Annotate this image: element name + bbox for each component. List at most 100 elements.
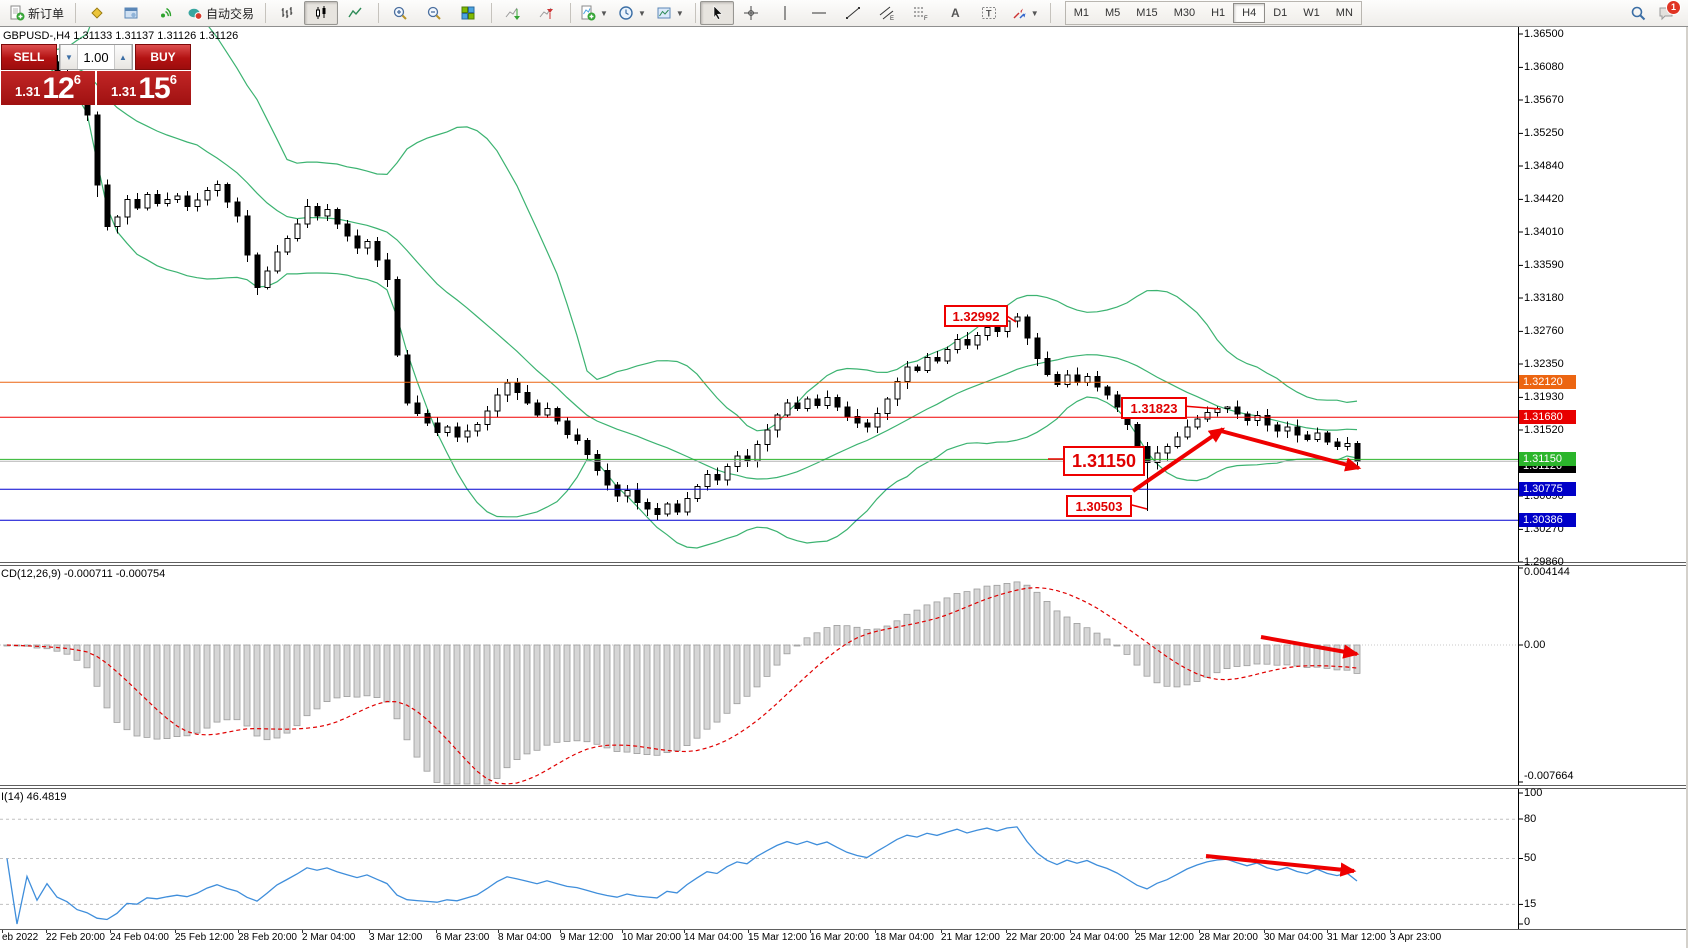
sell-button[interactable]: SELL xyxy=(1,44,57,70)
templates-button[interactable]: ▼ xyxy=(651,1,689,25)
line-chart-mode-button[interactable] xyxy=(338,1,372,25)
price-tick-label: 1.31520 xyxy=(1524,423,1564,436)
drawing-objects[interactable] xyxy=(1003,313,1362,877)
trend-arrow[interactable] xyxy=(1220,429,1362,472)
vertical-line-tool-button[interactable] xyxy=(768,1,802,25)
text-tool-button[interactable]: A xyxy=(938,1,972,25)
svg-text:E: E xyxy=(890,16,894,21)
new-order-label: 新订单 xyxy=(28,6,65,21)
channel-tool-button[interactable]: E xyxy=(870,1,904,25)
sell-price[interactable]: 1.31 12 6 xyxy=(1,71,95,105)
styler-button[interactable] xyxy=(80,1,114,25)
horizontal-level-lines[interactable] xyxy=(0,381,1518,521)
candlestick-icon xyxy=(316,6,326,19)
arrows-tool-button[interactable]: ▼ xyxy=(1006,1,1044,25)
buy-price-prefix: 1.31 xyxy=(111,84,137,99)
rsi-scale-label: 80 xyxy=(1524,813,1537,825)
trend-arrow[interactable] xyxy=(1131,427,1225,493)
time-axis-label: 22 Mar 20:00 xyxy=(1006,932,1065,943)
zoom-out-button[interactable] xyxy=(417,1,451,25)
periods-button[interactable]: ▼ xyxy=(613,1,651,25)
tile-windows-button[interactable] xyxy=(451,1,485,25)
price-level-flag[interactable]: 1.30386 xyxy=(1519,513,1576,528)
rsi-window-separator[interactable] xyxy=(0,785,1688,789)
price-tick-label: 1.33590 xyxy=(1524,259,1564,272)
indicators-icon xyxy=(581,5,596,21)
dropdown-caret-icon: ▼ xyxy=(675,8,684,18)
timeframe-w1[interactable]: W1 xyxy=(1303,7,1320,19)
buy-price[interactable]: 1.31 15 6 xyxy=(97,71,191,105)
text-label-tool-button[interactable]: T xyxy=(972,1,1006,25)
price-level-flag[interactable]: 1.30775 xyxy=(1519,482,1576,497)
profiles-button[interactable] xyxy=(114,1,148,25)
timeframe-h4[interactable]: H4 xyxy=(1233,3,1266,23)
rsi-scale-label: 0 xyxy=(1524,916,1531,928)
trendline-tool-button[interactable] xyxy=(836,1,870,25)
price-tick-label: 1.36500 xyxy=(1524,28,1564,40)
one-click-trade-panel: SELL ▼ 1.00 ▲ BUY 1.31 12 6 1.31 15 6 xyxy=(1,44,191,105)
price-annotation[interactable]: 1.30503 xyxy=(1066,495,1132,517)
macd-scale-label: 0.00 xyxy=(1524,639,1546,651)
auto-trading-button[interactable]: 自动交易 xyxy=(182,1,259,25)
indicators-button[interactable]: ▼ xyxy=(575,1,613,25)
fibonacci-tool-button[interactable]: F xyxy=(904,1,938,25)
volume-decrease-button[interactable]: ▼ xyxy=(60,45,78,69)
text-label-icon: T xyxy=(981,7,996,19)
timeframe-m30[interactable]: M30 xyxy=(1173,7,1196,19)
timeframe-m1[interactable]: M1 xyxy=(1073,7,1089,19)
price-annotation[interactable]: 1.31150 xyxy=(1063,446,1145,476)
toolbar-separator xyxy=(570,3,572,23)
price-annotation[interactable]: 1.32992 xyxy=(944,305,1008,327)
timeframe-d1[interactable]: D1 xyxy=(1273,7,1288,19)
bar-chart-mode-button[interactable] xyxy=(270,1,304,25)
time-axis-label: 22 Feb 20:00 xyxy=(46,932,105,943)
volume-increase-button[interactable]: ▲ xyxy=(114,45,132,69)
price-level-flag[interactable]: 1.31680 xyxy=(1519,410,1576,425)
signal-button[interactable] xyxy=(148,1,182,25)
time-axis-label: 9 Mar 12:00 xyxy=(560,932,614,943)
trend-arrow[interactable] xyxy=(1205,854,1357,877)
crosshair-tool-button[interactable] xyxy=(734,1,768,25)
buy-price-pips: 15 xyxy=(138,72,170,105)
price-tick-label: 1.32760 xyxy=(1524,325,1564,338)
equidistant-channel-icon: E xyxy=(879,6,894,21)
price-annotation[interactable]: 1.31823 xyxy=(1121,397,1187,419)
trend-arrow[interactable] xyxy=(1260,635,1360,659)
timeframe-h1[interactable]: H1 xyxy=(1211,7,1226,19)
cursor-icon xyxy=(713,5,723,20)
volume-value[interactable]: 1.00 xyxy=(83,49,109,65)
auto-trading-label: 自动交易 xyxy=(206,6,255,21)
time-axis-label: 10 Mar 20:00 xyxy=(622,932,681,943)
rsi-scale-label: 100 xyxy=(1524,787,1543,799)
macd-window-separator[interactable] xyxy=(0,562,1688,566)
zoom-in-button[interactable] xyxy=(383,1,417,25)
price-level-flag[interactable]: 1.32120 xyxy=(1519,375,1576,390)
search-icon[interactable] xyxy=(1630,5,1646,21)
timeframe-mn[interactable]: MN xyxy=(1335,7,1353,19)
new-order-button[interactable]: 新订单 xyxy=(4,1,69,25)
rsi-label: I(14) 46.4819 xyxy=(1,791,67,803)
rsi-scale-label: 50 xyxy=(1524,852,1537,864)
notifications-button[interactable]: 1 xyxy=(1658,0,1681,21)
chart-shift-button[interactable] xyxy=(530,1,564,25)
horizontal-line-tool-button[interactable] xyxy=(802,1,836,25)
buy-button[interactable]: BUY xyxy=(135,44,191,70)
macd-scale-label: 0.004144 xyxy=(1524,566,1570,578)
volume-stepper[interactable]: ▼ 1.00 ▲ xyxy=(59,44,133,70)
candlestick-mode-button[interactable] xyxy=(304,1,339,25)
dropdown-caret-icon: ▼ xyxy=(600,8,608,18)
zoom-out-icon xyxy=(427,6,441,20)
rsi-indicator xyxy=(0,818,1518,925)
price-tick-label: 1.35250 xyxy=(1524,127,1564,140)
timeframe-m15[interactable]: M15 xyxy=(1136,7,1158,19)
auto-scroll-button[interactable] xyxy=(496,1,530,25)
new-order-icon xyxy=(10,5,25,21)
timeframe-m5[interactable]: M5 xyxy=(1105,7,1121,19)
cursor-tool-button[interactable] xyxy=(699,1,734,25)
rsi-scale-label: 15 xyxy=(1524,898,1537,910)
price-level-flag[interactable]: 1.31150 xyxy=(1519,452,1576,467)
time-axis-label: 15 Mar 12:00 xyxy=(748,932,807,943)
sell-price-pips: 12 xyxy=(42,72,74,105)
time-axis-label: 31 Mar 12:00 xyxy=(1327,932,1386,943)
